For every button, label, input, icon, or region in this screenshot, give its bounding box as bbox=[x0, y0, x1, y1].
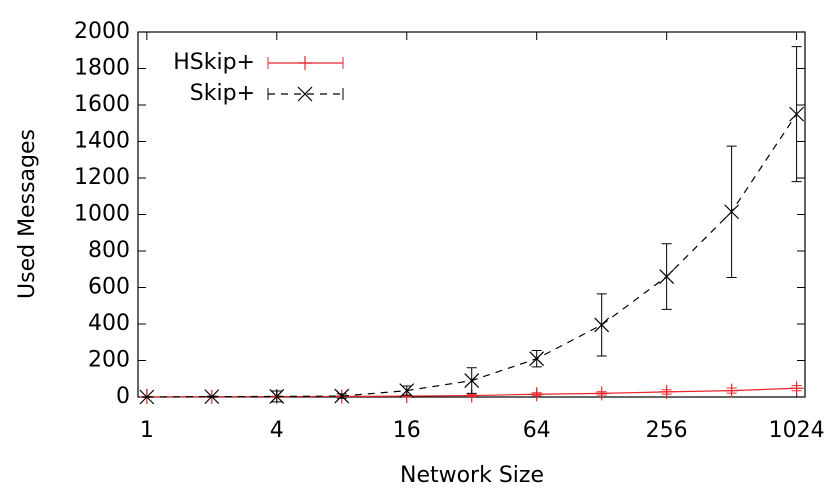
legend-marker bbox=[298, 56, 312, 70]
data-point bbox=[595, 386, 609, 400]
y-tick-label: 1800 bbox=[74, 56, 130, 81]
y-tick-label: 800 bbox=[88, 238, 130, 263]
y-tick-label: 1200 bbox=[74, 165, 130, 190]
y-tick-label: 200 bbox=[88, 348, 130, 373]
y-tick-label: 600 bbox=[88, 275, 130, 300]
x-tick-label: 4 bbox=[270, 418, 284, 443]
data-point bbox=[530, 387, 544, 401]
data-point bbox=[725, 384, 739, 398]
y-tick-label: 2000 bbox=[74, 19, 130, 44]
x-axis-label: Network Size bbox=[400, 463, 544, 488]
x-tick-label: 1 bbox=[140, 418, 154, 443]
x-tick-label: 16 bbox=[393, 418, 421, 443]
y-tick-label: 0 bbox=[116, 384, 130, 409]
y-axis-label: Used Messages bbox=[15, 129, 40, 299]
y-tick-label: 400 bbox=[88, 311, 130, 336]
x-tick-label: 256 bbox=[646, 418, 688, 443]
x-tick-label: 64 bbox=[523, 418, 551, 443]
y-tick-label: 1400 bbox=[74, 129, 130, 154]
y-tick-label: 1000 bbox=[74, 202, 130, 227]
data-point bbox=[790, 381, 804, 395]
legend-label: HSkip+ bbox=[173, 50, 255, 75]
y-tick-label: 1600 bbox=[74, 92, 130, 117]
series-line bbox=[147, 114, 797, 397]
legend-label: Skip+ bbox=[190, 81, 255, 106]
x-tick-label: 1024 bbox=[769, 418, 825, 443]
